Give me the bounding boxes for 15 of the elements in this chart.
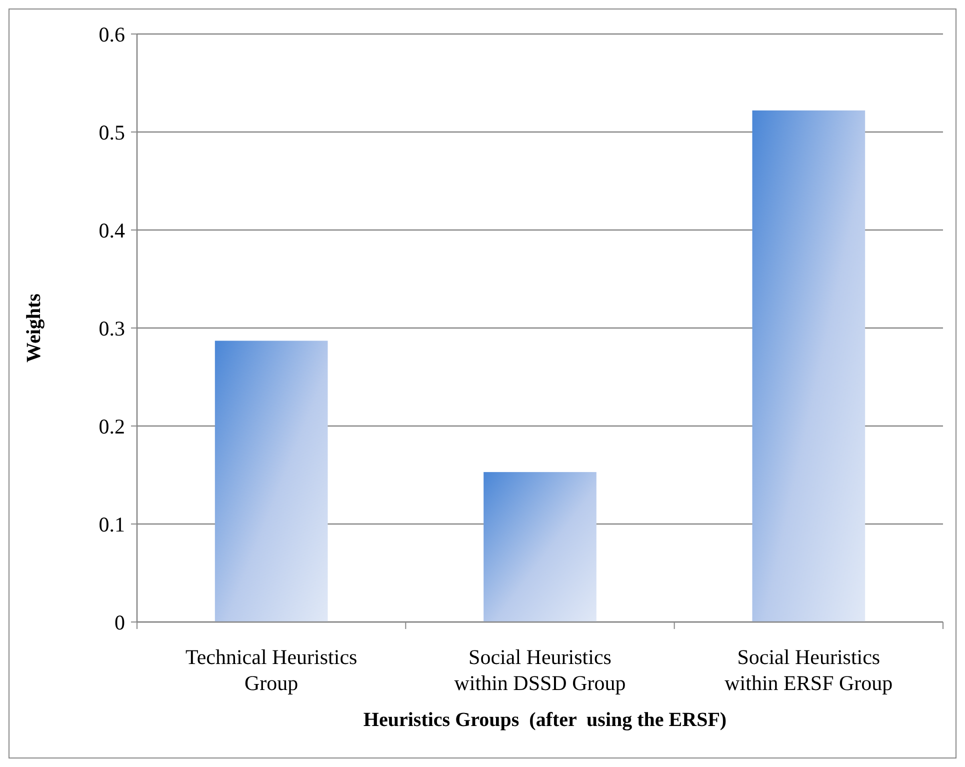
bar	[752, 110, 866, 622]
y-tick-label: 0.5	[98, 120, 125, 144]
y-tick-label: 0.3	[98, 316, 125, 340]
x-tick-label: Social Heuristics within ERSF Group	[724, 645, 893, 695]
y-axis-title: Weights	[23, 293, 45, 362]
y-tick-label: 0.2	[98, 414, 125, 438]
x-tick-label: Technical Heuristics Group	[185, 645, 358, 695]
bar	[214, 340, 328, 622]
y-tick-label: 0.1	[98, 512, 125, 536]
y-tick-label: 0.6	[98, 22, 125, 46]
x-tick-label: Social Heuristics within DSSD Group	[454, 645, 626, 695]
y-tick-label: 0	[114, 610, 125, 634]
bar	[484, 472, 596, 622]
x-axis-title: Heuristics Groups (after using the ERSF)	[363, 709, 727, 731]
y-tick-label: 0.4	[98, 218, 126, 242]
